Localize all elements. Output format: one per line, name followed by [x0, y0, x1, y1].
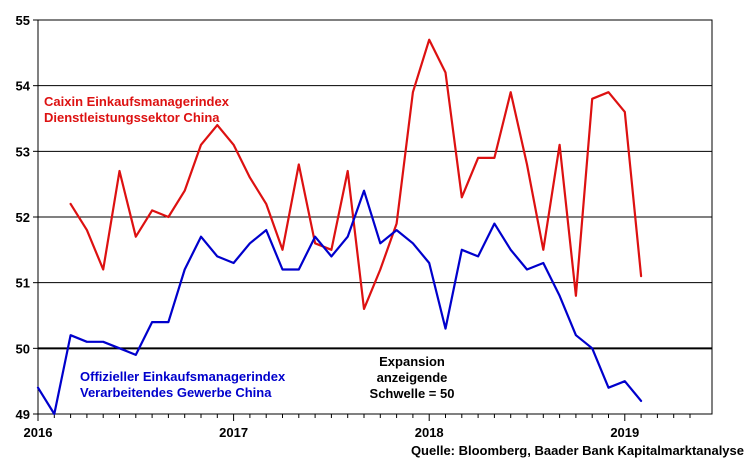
- series-lines: [36, 38, 643, 416]
- threshold-label-line-1: Expansion: [379, 354, 445, 369]
- x-tick-label: 2017: [219, 425, 248, 440]
- y-tick-label: 55: [16, 13, 30, 28]
- y-tick-label: 51: [16, 276, 30, 291]
- y-tick-label: 54: [16, 79, 31, 94]
- x-tick-label: 2016: [24, 425, 53, 440]
- threshold-annotation: Expansion anzeigende Schwelle = 50: [370, 354, 455, 401]
- x-tick-label: 2018: [415, 425, 444, 440]
- caixin-label-line-1: Caixin Einkaufsmanagerindex: [44, 94, 230, 109]
- y-tick-label: 52: [16, 210, 30, 225]
- official-series-line: [36, 189, 643, 416]
- official-label-line-2: Verarbeitendes Gewerbe China: [80, 385, 272, 400]
- x-tick-label: 2019: [610, 425, 639, 440]
- y-tick-label: 50: [16, 341, 30, 356]
- official-series-label: Offizieller Einkaufsmanagerindex Verarbe…: [80, 369, 286, 400]
- source-note: Quelle: Bloomberg, Baader Bank Kapitalma…: [411, 443, 744, 458]
- x-axis-ticks: 2016 2017 2018 2019: [24, 414, 691, 440]
- caixin-label-line-2: Dienstleistungssektor China: [44, 110, 220, 125]
- y-tick-label: 49: [16, 407, 30, 422]
- y-axis-ticks: 49 50 51 52 53 54 55: [16, 13, 38, 422]
- threshold-label-line-2: anzeigende: [377, 370, 448, 385]
- caixin-series-label: Caixin Einkaufsmanagerindex Dienstleistu…: [44, 94, 230, 125]
- y-tick-label: 53: [16, 144, 30, 159]
- threshold-label-line-3: Schwelle = 50: [370, 386, 455, 401]
- official-label-line-1: Offizieller Einkaufsmanagerindex: [80, 369, 286, 384]
- caixin-series-line: [69, 38, 643, 310]
